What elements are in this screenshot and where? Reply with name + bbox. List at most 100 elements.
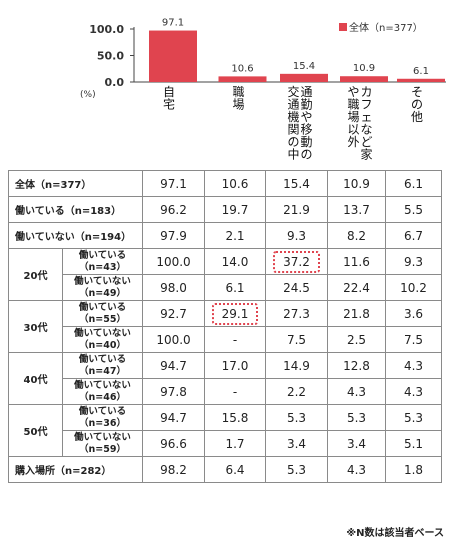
- table-row: 50代 働いている （n=36） 94.7 15.8 5.3 5.3 5.3: [8, 404, 442, 457]
- table-row: 働いている（n=183） 96.2 19.7 21.9 13.7 5.5: [8, 196, 442, 223]
- table-row: 40代 働いている （n=47） 94.7 17.0 14.9 12.8 4.3: [8, 352, 442, 405]
- category-label-char: ど: [360, 135, 372, 149]
- table-row: 全体（n=377） 97.1 10.6 15.4 10.9 6.1: [8, 170, 442, 197]
- table-value-cell: 5.3: [327, 404, 386, 431]
- category-label-char: な: [360, 123, 372, 137]
- table-value-cell: 97.1: [142, 170, 205, 197]
- table-value-cell: 94.7: [142, 404, 205, 431]
- category-label-char: 勤: [300, 98, 312, 112]
- table-value-cell: 8.2: [327, 222, 386, 249]
- category-label-char: や: [347, 85, 359, 99]
- table-value-cell: 98.0: [142, 274, 205, 301]
- table-value-cell: 98.2: [142, 456, 205, 483]
- table-value-cell: 22.4: [327, 274, 386, 301]
- category-label-char: 機: [287, 109, 299, 124]
- table-row: 購入場所（n=282） 98.2 6.4 5.3 4.3 1.8: [8, 456, 442, 483]
- table-value-cell: 4.3: [385, 352, 442, 379]
- table-value-cell: 6.1: [204, 274, 266, 301]
- table-value-cell: 94.7: [142, 352, 205, 379]
- category-label-char: ェ: [360, 110, 372, 124]
- category-label-char: そ: [411, 85, 423, 99]
- table-value-cell: -: [204, 326, 266, 353]
- table-value-cell: 17.0: [204, 352, 266, 379]
- y-unit-label: (%): [80, 90, 96, 100]
- row-label: 働いていない （n=59）: [62, 430, 143, 457]
- table-value-cell: 100.0: [142, 326, 205, 353]
- table-value-cell: 5.3: [265, 456, 328, 483]
- table-value-cell: 15.4: [265, 170, 328, 197]
- highlighted-value: 29.1: [211, 302, 259, 325]
- table-value-cell: 4.3: [385, 378, 442, 405]
- category-label-char: 自: [163, 85, 175, 99]
- table-value-cell: 14.9: [265, 352, 328, 379]
- table-value-cell: 10.2: [385, 274, 442, 301]
- table-value-cell: 19.7: [204, 196, 266, 223]
- table-value-cell: 5.3: [265, 404, 328, 431]
- highlighted-value: 37.2: [273, 250, 320, 273]
- category-label-char: の: [300, 148, 312, 162]
- table-value-cell: 3.4: [327, 430, 386, 457]
- category-label-char: 以: [347, 123, 359, 137]
- table-row: 働いていない （n=40） 100.0-7.5 2.5 7.5: [9, 326, 442, 353]
- table-value-cell: 24.5: [265, 274, 328, 301]
- legend-label: 全体（n=377）: [349, 21, 423, 34]
- y-tick-label: 50.0: [97, 50, 124, 63]
- data-table: 全体（n=377） 97.1 10.6 15.4 10.9 6.1 働いている（n=183）…: [8, 170, 442, 483]
- row-label: 働いている （n=43）: [62, 248, 143, 275]
- table-value-cell: 3.6: [385, 300, 442, 327]
- category-label-char: 交: [287, 84, 299, 99]
- table-row: 働いていない（n=194） 97.9 2.1 9.3 8.2 6.7: [8, 222, 442, 249]
- table-value-cell: 1.8: [385, 456, 442, 483]
- table-value-cell: 12.8: [327, 352, 386, 379]
- category-label-char: 場: [232, 98, 244, 112]
- group-label: 20代: [8, 248, 63, 301]
- category-label-char: 通: [287, 98, 299, 112]
- table-value-cell: 6.4: [204, 456, 266, 483]
- category-label-char: 宅: [163, 97, 175, 112]
- table-value-cell: 92.7: [142, 300, 205, 327]
- row-label: 働いていない （n=46）: [62, 378, 143, 405]
- bar-value-label: 97.1: [162, 18, 184, 29]
- row-label: 購入場所（n=282）: [8, 456, 143, 483]
- table-row: 働いていない （n=46） 97.8-2.2 4.3 4.3: [9, 378, 442, 405]
- bar: [149, 30, 197, 82]
- table-value-cell: 29.1: [204, 300, 266, 327]
- table-row: 働いていない （n=59） 96.6 1.7 3.4 3.4 5.1: [9, 430, 442, 457]
- table-value-cell: 5.1: [385, 430, 442, 457]
- category-label-char: 職: [347, 98, 359, 112]
- bar-value-label: 10.9: [353, 63, 375, 74]
- table-value-cell: 2.5: [327, 326, 386, 353]
- table-value-cell: 13.7: [327, 196, 386, 223]
- table-value-cell: 15.8: [204, 404, 266, 431]
- table-value-cell: 97.9: [142, 222, 205, 249]
- bar-value-label: 15.4: [293, 61, 315, 72]
- y-tick-label: 100.0: [89, 23, 124, 36]
- category-label-char: カ: [360, 85, 372, 99]
- row-label: 働いていない （n=49）: [62, 274, 143, 301]
- table-value-cell: 10.9: [327, 170, 386, 197]
- table-value-cell: 21.9: [265, 196, 328, 223]
- row-label: 働いていない（n=194）: [8, 222, 143, 249]
- category-label-char: 動: [300, 135, 312, 149]
- table-value-cell: 6.1: [385, 170, 442, 197]
- category-label-char: 外: [347, 135, 359, 149]
- category-label-char: 職: [232, 85, 244, 99]
- row-label: 働いている （n=36）: [62, 404, 143, 431]
- category-label-char: 通: [300, 85, 312, 99]
- bar: [280, 73, 328, 82]
- bar-value-label: 6.1: [413, 66, 429, 77]
- table-value-cell: 5.3: [385, 404, 442, 431]
- category-label-char: や: [300, 110, 312, 124]
- table-value-cell: 1.7: [204, 430, 266, 457]
- table-value-cell: 7.5: [265, 326, 328, 353]
- table-value-cell: 2.2: [265, 378, 328, 405]
- bar: [397, 78, 445, 82]
- table-value-cell: 9.3: [265, 222, 328, 249]
- category-label-char: 場: [347, 110, 359, 124]
- row-label: 働いている （n=47）: [62, 352, 143, 379]
- table-value-cell: 11.6: [327, 248, 386, 275]
- table-value-cell: 9.3: [385, 248, 442, 275]
- table-value-cell: 4.3: [327, 456, 386, 483]
- category-label-char: の: [411, 98, 423, 112]
- table-value-cell: 96.2: [142, 196, 205, 223]
